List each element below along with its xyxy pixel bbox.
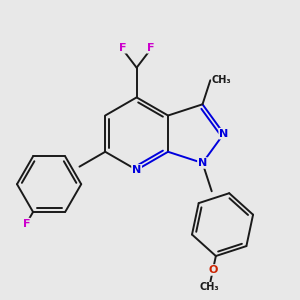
Text: F: F	[119, 43, 126, 53]
Text: CH₃: CH₃	[212, 75, 231, 85]
Text: N: N	[219, 129, 229, 139]
Text: F: F	[22, 219, 30, 229]
Text: O: O	[208, 265, 218, 275]
Text: N: N	[132, 165, 141, 175]
Text: CH₃: CH₃	[200, 282, 219, 292]
Text: F: F	[147, 43, 154, 53]
Text: N: N	[198, 158, 207, 168]
